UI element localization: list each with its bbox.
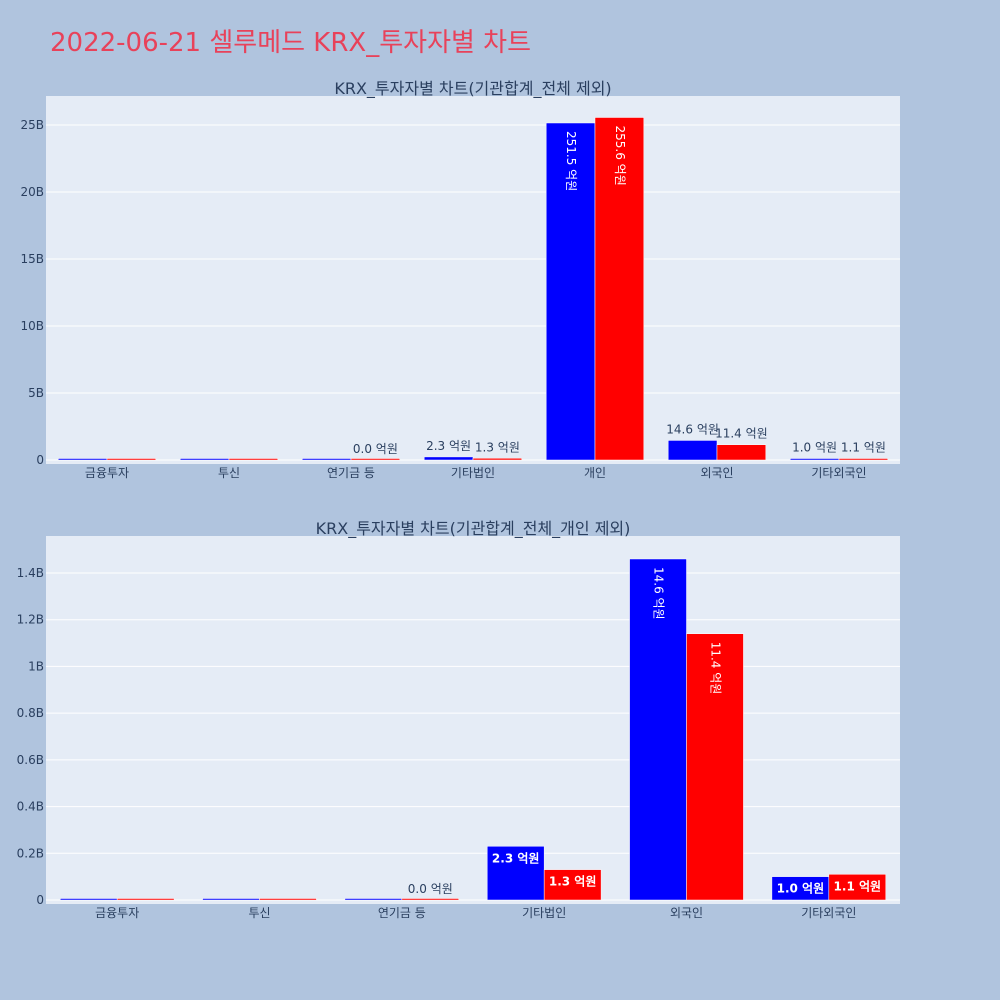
bar <box>59 898 118 901</box>
y-tick-label: 10B <box>20 319 44 333</box>
bar <box>106 458 157 461</box>
x-tick-label: 투신 <box>248 906 270 920</box>
chart-title: KRX_투자자별 차트(기관합계_전체_개인 제외) <box>316 519 631 539</box>
x-tick-label: 개인 <box>584 466 606 480</box>
bar <box>838 458 889 461</box>
data-label: 2.3 억원 <box>492 851 540 865</box>
data-label: 1.0 억원 <box>792 441 837 455</box>
chart-title: KRX_투자자별 차트(기관합계_전체 제외) <box>334 79 611 99</box>
x-tick-label: 연기금 등 <box>327 466 375 480</box>
data-label: 251.5 억원 <box>564 131 578 191</box>
data-label: 1.3 억원 <box>549 875 597 889</box>
data-label: 255.6 억원 <box>613 125 627 185</box>
plot-area <box>46 96 900 464</box>
x-tick-label: 외국인 <box>670 906 703 920</box>
data-label: 14.6 억원 <box>652 567 666 620</box>
data-label: 0.0 억원 <box>353 442 398 456</box>
y-tick-label: 5B <box>28 386 44 400</box>
x-tick-label: 기타외국인 <box>811 466 866 480</box>
y-tick-label: 15B <box>20 252 44 266</box>
y-tick-label: 0.8B <box>17 706 44 720</box>
x-tick-label: 금융투자 <box>95 906 139 920</box>
bar <box>179 458 230 461</box>
x-tick-label: 연기금 등 <box>378 906 426 920</box>
bar <box>116 898 175 901</box>
y-tick-label: 1.4B <box>17 566 44 580</box>
data-label: 2.3 억원 <box>426 439 471 453</box>
bar <box>401 898 460 901</box>
bar <box>301 458 352 461</box>
bar <box>486 846 545 901</box>
y-tick-label: 20B <box>20 185 44 199</box>
bar <box>543 869 602 901</box>
plot-area <box>46 536 900 904</box>
bar <box>828 874 887 901</box>
bar <box>350 458 401 461</box>
x-tick-label: 기타법인 <box>522 906 566 920</box>
x-tick-label: 투신 <box>218 466 240 480</box>
data-label: 1.0 억원 <box>777 882 825 896</box>
x-tick-label: 외국인 <box>700 466 733 480</box>
bar <box>57 458 108 461</box>
y-tick-label: 0 <box>36 893 44 907</box>
bar <box>423 456 474 461</box>
bar <box>472 458 523 461</box>
data-label: 0.0 억원 <box>408 882 453 896</box>
x-tick-label: 기타법인 <box>451 466 495 480</box>
bar <box>686 633 744 901</box>
y-tick-label: 0.4B <box>17 800 44 814</box>
y-tick-label: 0 <box>36 453 44 467</box>
data-label: 1.1 억원 <box>841 441 886 455</box>
bar <box>789 458 840 461</box>
y-tick-label: 0.2B <box>17 846 44 860</box>
page-title: 2022-06-21 셀루메드 KRX_투자자별 차트 <box>50 28 532 58</box>
data-label: 11.4 억원 <box>708 642 722 695</box>
data-label: 1.3 억원 <box>475 440 520 454</box>
x-tick-label: 금융투자 <box>85 466 129 480</box>
bar <box>594 117 645 461</box>
data-label: 1.1 억원 <box>834 879 882 893</box>
data-label: 14.6 억원 <box>666 422 719 436</box>
bar <box>228 458 279 461</box>
bar <box>716 444 767 461</box>
y-tick-label: 1B <box>28 659 44 673</box>
y-tick-label: 1.2B <box>17 613 44 627</box>
bar <box>667 440 718 461</box>
data-label: 11.4 억원 <box>715 427 768 441</box>
bar <box>259 898 317 901</box>
bar <box>344 898 403 901</box>
y-tick-label: 25B <box>20 118 44 132</box>
y-tick-label: 0.6B <box>17 753 44 767</box>
x-tick-label: 기타외국인 <box>801 906 856 920</box>
bar <box>202 898 260 901</box>
